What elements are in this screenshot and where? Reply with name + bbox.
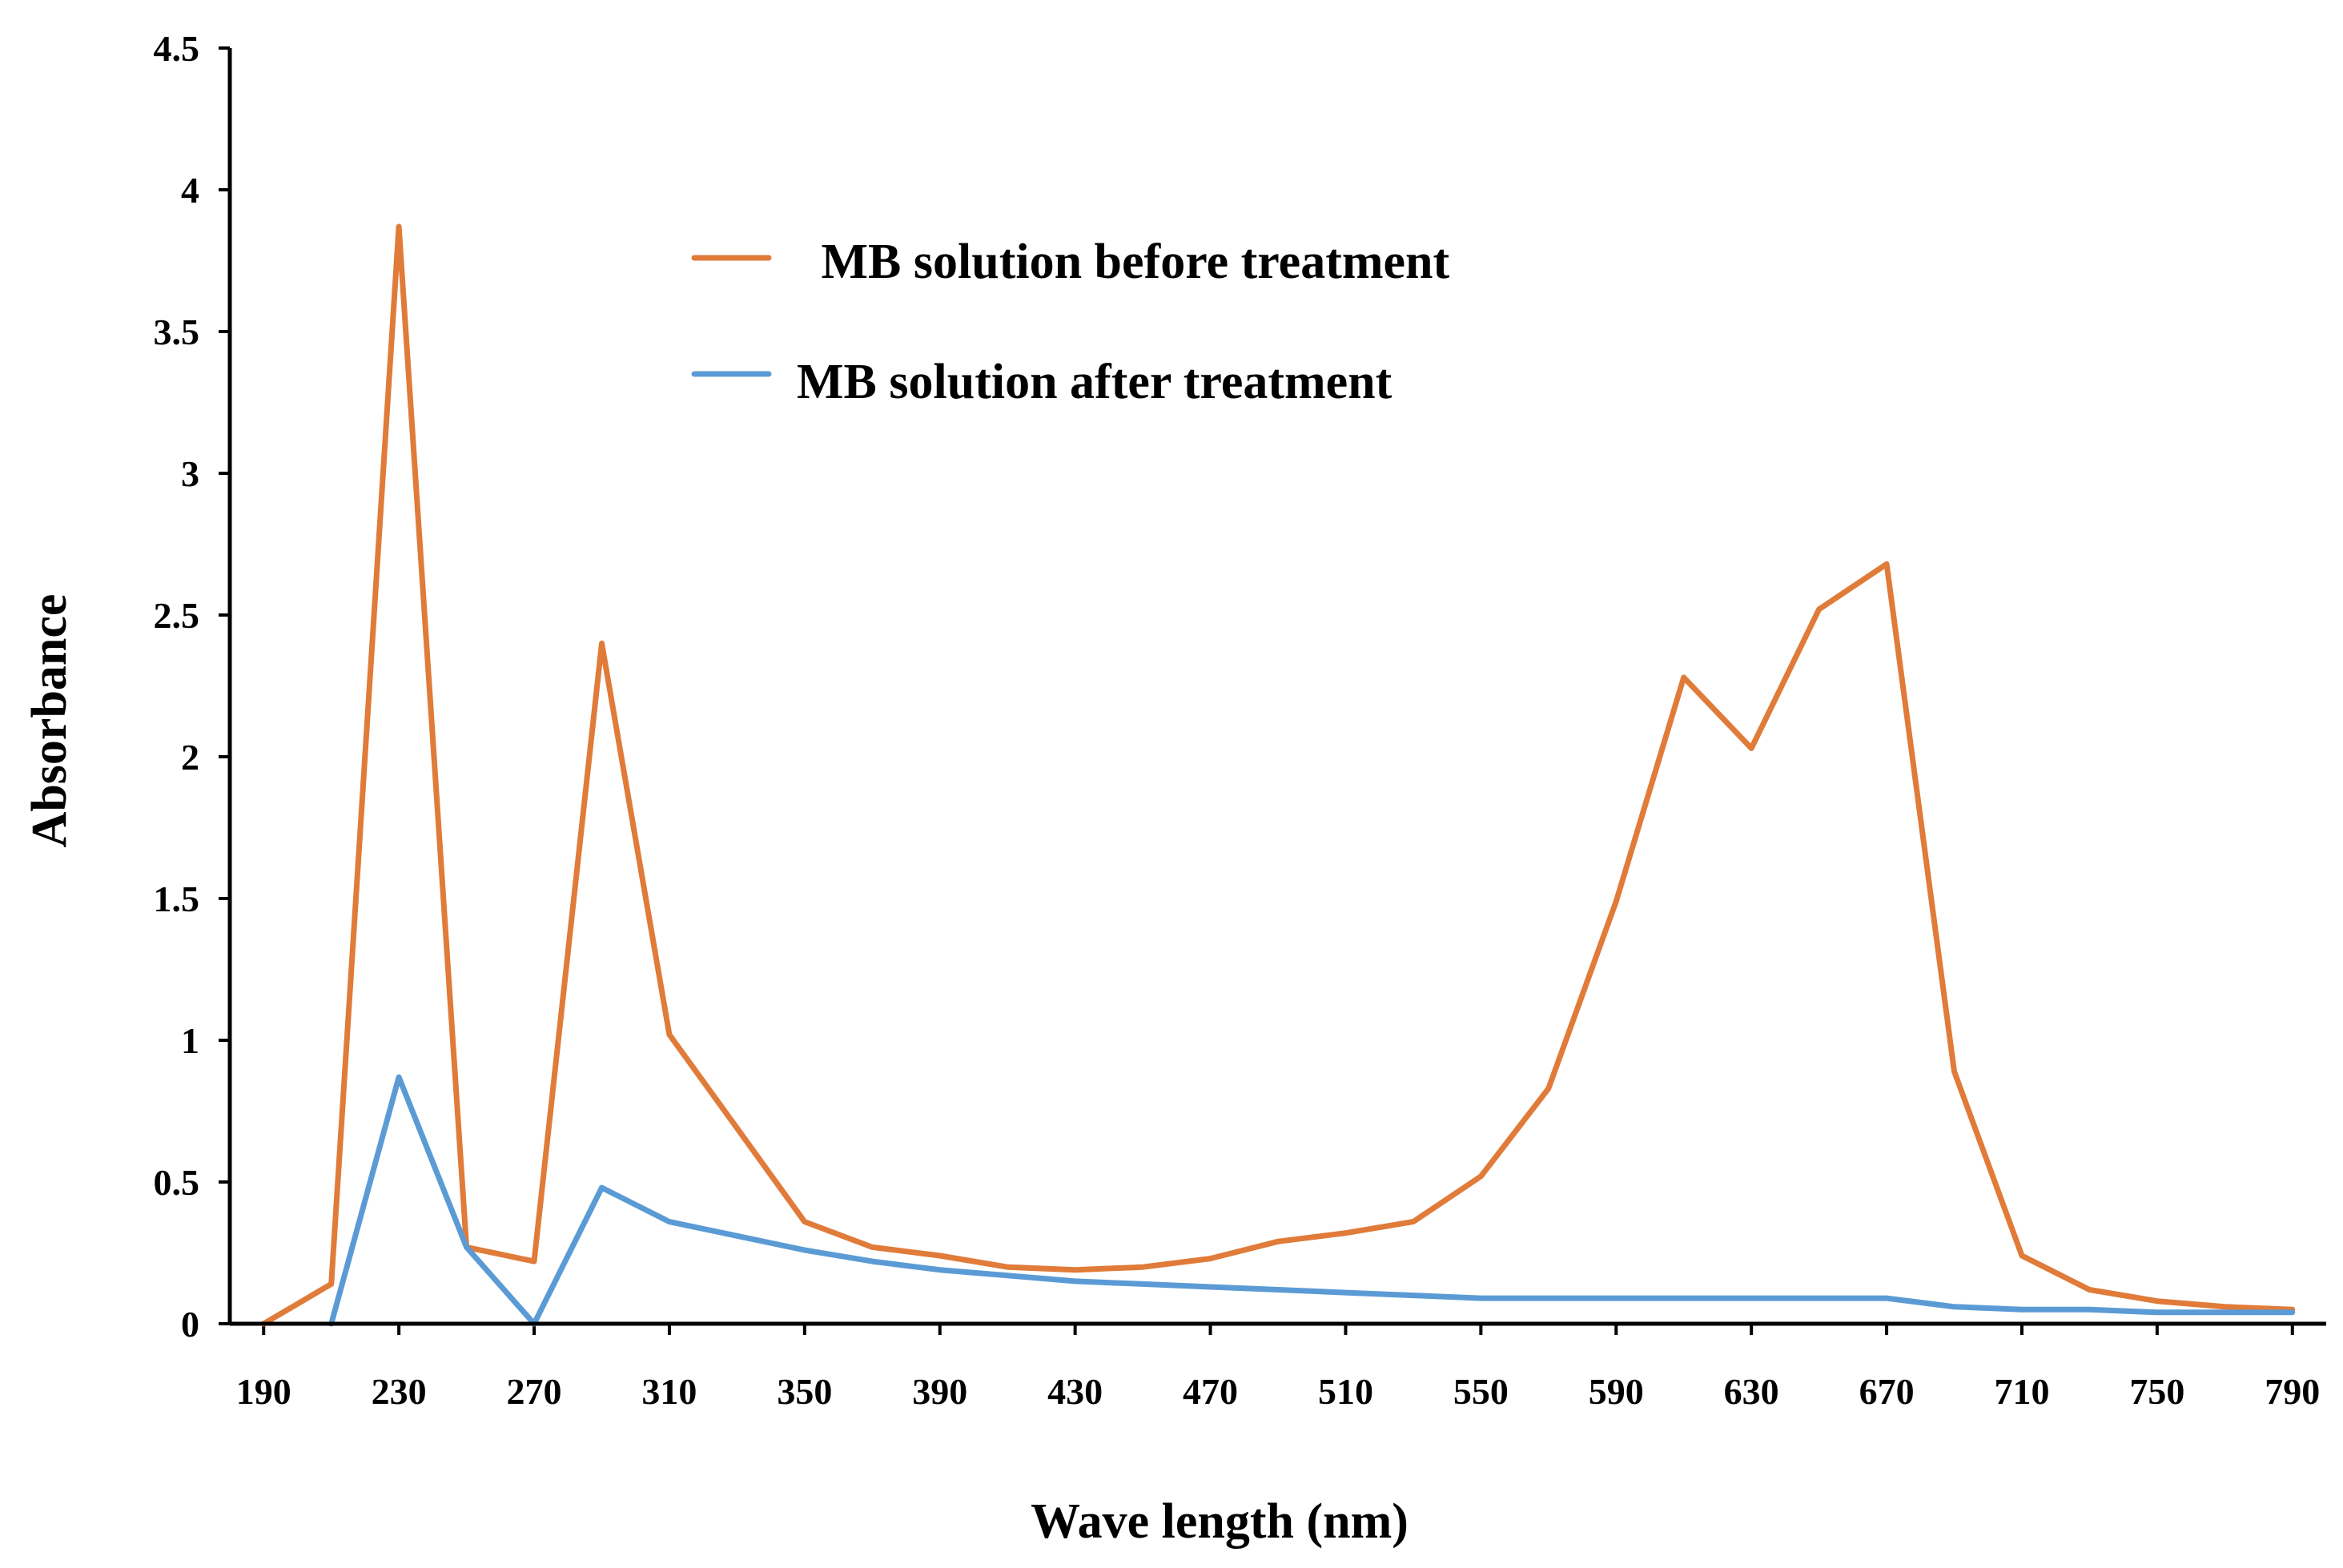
x-tick-label: 790	[2265, 1371, 2320, 1412]
x-tick-label: 710	[1994, 1371, 2049, 1412]
y-tick-label: 0	[181, 1304, 199, 1345]
x-tick-label: 750	[2129, 1371, 2184, 1412]
y-tick-label: 3.5	[154, 312, 200, 352]
x-tick-label: 390	[912, 1371, 967, 1412]
legend-label-after-treatment: MB solution after treatment	[797, 355, 1393, 409]
y-axis-ticks: 0 0.5 1 1.5 2 2.5 3 3.5 4 4.5	[154, 28, 230, 1345]
x-tick-label: 190	[236, 1371, 291, 1412]
x-axis-ticks: 190 230 270 310 350 390 430 470 510 550 590 630 670 7…	[236, 1324, 2320, 1412]
series-layer	[260, 223, 2296, 1327]
y-tick-label: 3	[181, 453, 199, 494]
y-tick-label: 1	[181, 1020, 199, 1061]
y-tick-label: 1.5	[154, 878, 200, 919]
y-tick-label: 4	[181, 170, 199, 211]
x-tick-label: 670	[1859, 1371, 1915, 1412]
x-tick-label: 270	[507, 1371, 562, 1412]
y-tick-label: 4.5	[154, 28, 200, 69]
legend-label-before-treatment: MB solution before treatment	[809, 235, 1449, 289]
y-tick-label: 2.5	[154, 595, 200, 636]
legend: MB solution before treatment MB solution…	[691, 235, 1449, 409]
x-tick-label: 550	[1453, 1371, 1509, 1412]
x-tick-label: 350	[777, 1371, 832, 1412]
x-tick-label: 590	[1589, 1371, 1644, 1412]
x-tick-label: 630	[1724, 1371, 1779, 1412]
x-tick-label: 310	[641, 1371, 697, 1412]
x-tick-label: 430	[1047, 1371, 1103, 1412]
series-line-before-treatment	[260, 223, 2296, 1327]
x-tick-label: 230	[372, 1371, 427, 1412]
x-tick-label: 510	[1318, 1371, 1373, 1412]
x-tick-label: 470	[1183, 1371, 1238, 1412]
series-line-after-treatment	[328, 1074, 2296, 1327]
y-axis-title: Absorbance	[22, 594, 77, 848]
y-tick-label: 0.5	[154, 1162, 200, 1203]
y-tick-label: 2	[181, 737, 199, 778]
x-axis-title: Wave length (nm)	[1031, 1494, 1409, 1549]
axes	[227, 48, 2326, 1326]
